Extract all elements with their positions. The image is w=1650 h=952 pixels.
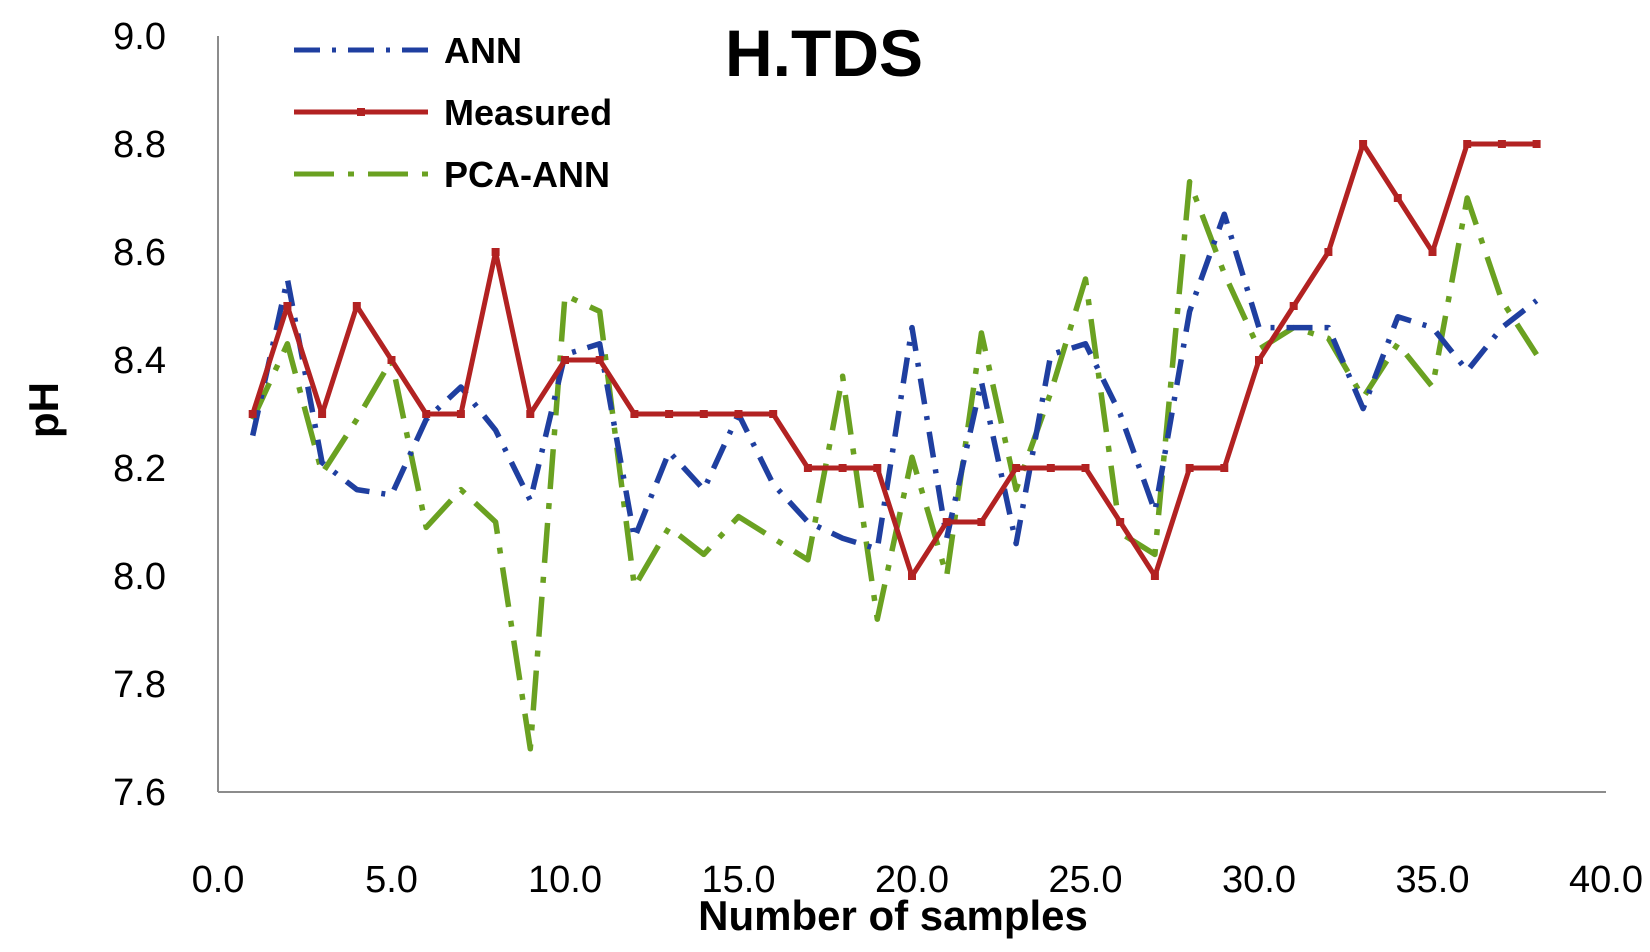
measured-point (699, 410, 708, 418)
measured-point (977, 518, 986, 526)
legend-label-pca-ann: PCA-ANN (444, 154, 610, 195)
measured-point (734, 410, 743, 418)
measured-point (665, 410, 674, 418)
measured-point (803, 464, 812, 472)
measured-point (1220, 464, 1229, 472)
measured-point (1046, 464, 1055, 472)
measured-point (318, 410, 327, 418)
measured-point (283, 302, 292, 310)
measured-point (1324, 248, 1333, 256)
y-tick-label: 8.8 (113, 124, 166, 166)
measured-point (422, 410, 431, 418)
x-tick-label: 10.0 (528, 859, 602, 901)
measured-point (1081, 464, 1090, 472)
measured-point (1463, 140, 1472, 148)
measured-point (942, 518, 951, 526)
measured-point (1185, 464, 1194, 472)
measured-point (769, 410, 778, 418)
tick-labels: 7.6 7.8 8.0 8.2 8.4 8.6 8.8 9.0 0.0 5.0 10.0 15.0 20… (113, 16, 1643, 901)
x-tick-label: 40.0 (1569, 859, 1643, 901)
measured-point (1359, 140, 1368, 148)
axes (217, 36, 1606, 793)
measured-point (387, 356, 396, 364)
chart-title: H.TDS (725, 16, 923, 90)
y-tick-label: 9.0 (113, 16, 166, 58)
x-axis-title: Number of samples (698, 892, 1088, 939)
measured-point (1255, 356, 1263, 364)
series-lines (248, 140, 1541, 752)
measured-point (248, 410, 257, 418)
measured-point (873, 464, 882, 472)
x-tick-label: 0.0 (192, 859, 245, 901)
measured-point (838, 464, 847, 472)
legend: ANN Measured PCA-ANN (294, 30, 612, 195)
measured-point (1012, 464, 1021, 472)
series-line-measured (250, 141, 1537, 579)
measured-point (456, 410, 465, 418)
measured-point (1289, 302, 1298, 310)
measured-point (1532, 140, 1541, 148)
measured-point (491, 248, 500, 256)
legend-label-ann: ANN (444, 30, 522, 71)
measured-point (1150, 572, 1159, 580)
measured-point (908, 572, 916, 580)
measured-point (1393, 194, 1402, 202)
measured-point (1497, 140, 1506, 148)
y-tick-label: 8.0 (113, 556, 166, 598)
series-line-ann (250, 211, 1539, 552)
y-tick-label: 8.6 (113, 232, 166, 274)
legend-marker (357, 108, 365, 116)
x-tick-label: 30.0 (1222, 859, 1296, 901)
y-tick-label: 8.2 (113, 448, 166, 490)
y-tick-label: 7.8 (113, 664, 166, 706)
y-axis-title: pH (20, 382, 67, 438)
y-tick-label: 8.4 (113, 340, 166, 382)
x-tick-label: 5.0 (365, 859, 418, 901)
x-tick-label: 20.0 (875, 859, 949, 901)
x-tick-label: 15.0 (702, 859, 776, 901)
measured-point (561, 356, 569, 364)
measured-point (1116, 518, 1125, 526)
measured-point (630, 410, 639, 418)
x-tick-label: 35.0 (1396, 859, 1470, 901)
legend-label-measured: Measured (444, 92, 612, 133)
measured-point (352, 302, 361, 310)
x-tick-label: 25.0 (1049, 859, 1123, 901)
measured-point (595, 356, 604, 364)
y-tick-label: 7.6 (113, 772, 166, 814)
measured-point (526, 410, 535, 418)
measured-point (1428, 248, 1437, 256)
series-line-pca-ann (250, 179, 1539, 752)
